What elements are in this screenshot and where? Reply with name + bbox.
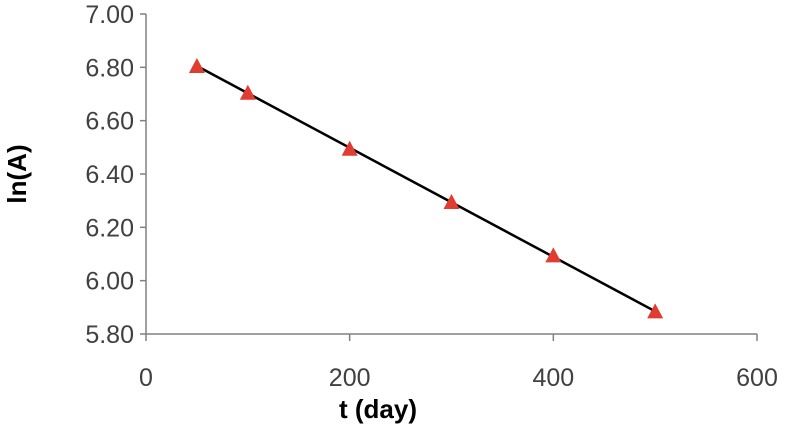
y-tick-label: 6.60: [85, 108, 134, 136]
y-tick-label: 6.00: [85, 268, 134, 296]
trendline: [196, 64, 656, 313]
y-tick-label: 6.20: [85, 214, 134, 242]
data-point: [341, 140, 358, 156]
y-tick-label: 6.40: [85, 161, 134, 189]
trendline-segment: [196, 64, 656, 313]
x-tick-label: 600: [736, 364, 778, 392]
data-point: [443, 194, 460, 210]
data-point: [545, 247, 562, 263]
data-points: [188, 58, 664, 319]
y-axis-title: ln(A): [2, 144, 32, 203]
x-tick-label: 0: [139, 364, 153, 392]
y-tick-label: 6.80: [85, 54, 134, 82]
y-axis-ticks: 5.80 6.00 6.20 6.40 6.60 6.80 7.00: [85, 1, 146, 349]
x-axis-title: t (day): [339, 394, 417, 424]
data-point: [647, 303, 664, 319]
data-point: [239, 84, 256, 100]
x-tick-label: 400: [532, 364, 574, 392]
data-point: [188, 58, 205, 74]
x-axis-ticks: 0 200 400 600: [139, 334, 778, 392]
y-tick-label: 7.00: [85, 1, 134, 29]
x-tick-label: 200: [329, 364, 371, 392]
y-tick-label: 5.80: [85, 321, 134, 349]
